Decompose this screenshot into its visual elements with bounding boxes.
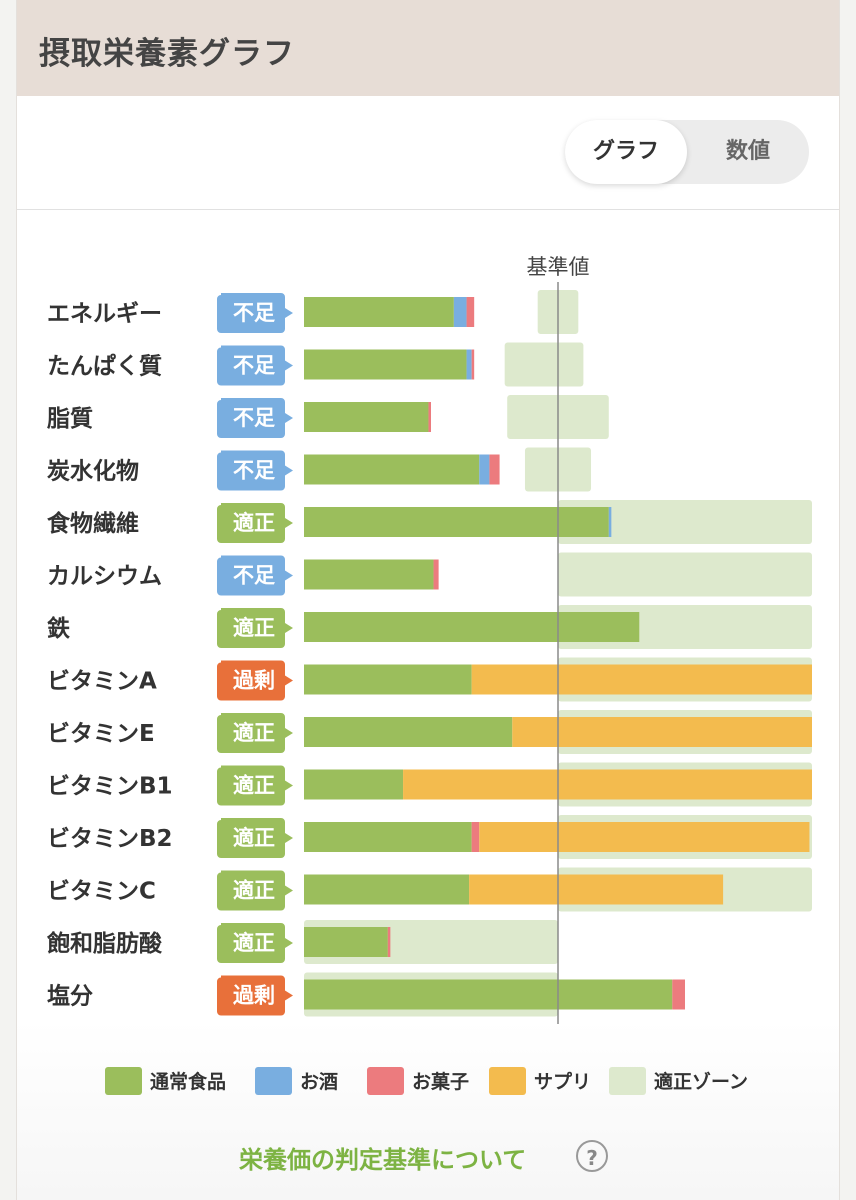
bar-segment [304, 349, 467, 380]
reference-label: 基準値 [527, 255, 590, 279]
legend-swatch [255, 1067, 292, 1095]
status-label: 過剰 [233, 984, 275, 1008]
legend-swatch [489, 1067, 526, 1095]
graph-toggle-button[interactable]: グラフ [565, 120, 687, 184]
bar-segment [304, 927, 388, 957]
bar-segment [512, 717, 812, 747]
status-label: 適正 [233, 511, 275, 535]
bar-segment [387, 927, 391, 957]
zone-band [504, 342, 584, 387]
status-badge [217, 818, 293, 858]
bar-segment [304, 717, 513, 747]
nutrient-graph-card: 摂取栄養素グラフ グラフ 数値 エネルギー 不足 たんぱく質 不足 脂質 不足 炭水化物 不足… [16, 0, 840, 1200]
bar-segment [453, 297, 467, 327]
legend-label: サプリ [534, 1071, 592, 1093]
category-label: ビタミンB1 [47, 774, 173, 800]
status-badge [217, 398, 293, 438]
legend-swatch [367, 1067, 404, 1095]
zone-band [558, 500, 812, 544]
bar-segment [471, 349, 475, 380]
zone-band [558, 552, 812, 597]
status-badge [217, 293, 293, 333]
bar-segment [471, 664, 812, 695]
bar-segment [479, 822, 810, 852]
bar-segment [403, 769, 812, 800]
bar-segment [304, 559, 434, 590]
divider [17, 209, 839, 210]
number-toggle-button[interactable]: 数値 [725, 139, 770, 164]
status-label: 適正 [233, 616, 275, 640]
view-toggle[interactable]: グラフ 数値 [565, 120, 809, 184]
status-label: 適正 [233, 931, 275, 955]
bottom-fade [17, 1020, 839, 1200]
bar-segment [469, 874, 724, 905]
status-label: 不足 [233, 406, 275, 430]
bar-segment [304, 769, 404, 800]
status-label: 不足 [233, 301, 275, 325]
category-label: 脂質 [47, 406, 93, 432]
bar-segment [428, 402, 431, 432]
category-label: 鉄 [47, 615, 70, 642]
category-label: 炭水化物 [47, 458, 139, 485]
legend-label: 適正ゾーン [654, 1071, 749, 1093]
status-label: 不足 [233, 459, 275, 483]
status-label: 不足 [233, 354, 275, 378]
bar-segment [304, 822, 472, 852]
bar-segment [304, 612, 640, 642]
status-badge [217, 923, 293, 963]
status-badge [217, 870, 293, 911]
bar-segment [304, 507, 609, 537]
legend-label: 通常食品 [150, 1071, 227, 1093]
bar-segment [466, 349, 472, 380]
criteria-link[interactable]: 栄養価の判定基準について [239, 1146, 527, 1174]
status-badge [217, 503, 293, 543]
category-label: エネルギー [47, 301, 162, 327]
status-label: 適正 [233, 826, 275, 850]
bar-segment [489, 454, 500, 485]
bar-segment [433, 559, 439, 590]
legend-swatch [609, 1067, 646, 1095]
bar-segment [471, 822, 480, 852]
status-badge [217, 660, 293, 701]
legend-label: お菓子 [412, 1071, 470, 1093]
bar-segment [304, 297, 454, 327]
status-label: 不足 [233, 564, 275, 588]
page-title: 摂取栄養素グラフ [39, 36, 295, 72]
status-label: 過剰 [233, 669, 275, 693]
category-label: 飽和脂肪酸 [47, 930, 163, 957]
status-badge [217, 608, 293, 648]
status-badge [217, 450, 293, 491]
status-badge [217, 975, 293, 1016]
bar-segment [304, 664, 472, 695]
bar-segment [304, 874, 470, 905]
status-badge [217, 765, 293, 806]
bar-segment [479, 454, 490, 485]
category-label: カルシウム [47, 564, 162, 590]
bar-segment [608, 507, 612, 537]
legend-swatch [105, 1067, 142, 1095]
bar-segment [672, 979, 685, 1010]
bar-segment [304, 402, 429, 432]
category-label: たんぱく質 [47, 353, 162, 380]
card-header: 摂取栄養素グラフ [17, 0, 839, 96]
status-badge [217, 713, 293, 753]
status-label: 適正 [233, 721, 275, 745]
category-label: 塩分 [47, 983, 93, 1010]
status-label: 適正 [233, 774, 275, 798]
bar-segment [466, 297, 475, 327]
category-label: 食物繊維 [47, 510, 139, 537]
bar-segment [304, 454, 480, 485]
status-label: 適正 [233, 879, 275, 903]
bar-segment [304, 979, 673, 1010]
legend-label: お酒 [300, 1071, 339, 1093]
category-label: ビタミンE [47, 721, 155, 747]
status-badge [217, 555, 293, 596]
category-label: ビタミンB2 [47, 826, 173, 852]
status-badge [217, 345, 293, 386]
category-label: ビタミンA [47, 669, 157, 695]
help-icon[interactable]: ? [576, 1140, 608, 1172]
category-label: ビタミンC [47, 879, 156, 905]
